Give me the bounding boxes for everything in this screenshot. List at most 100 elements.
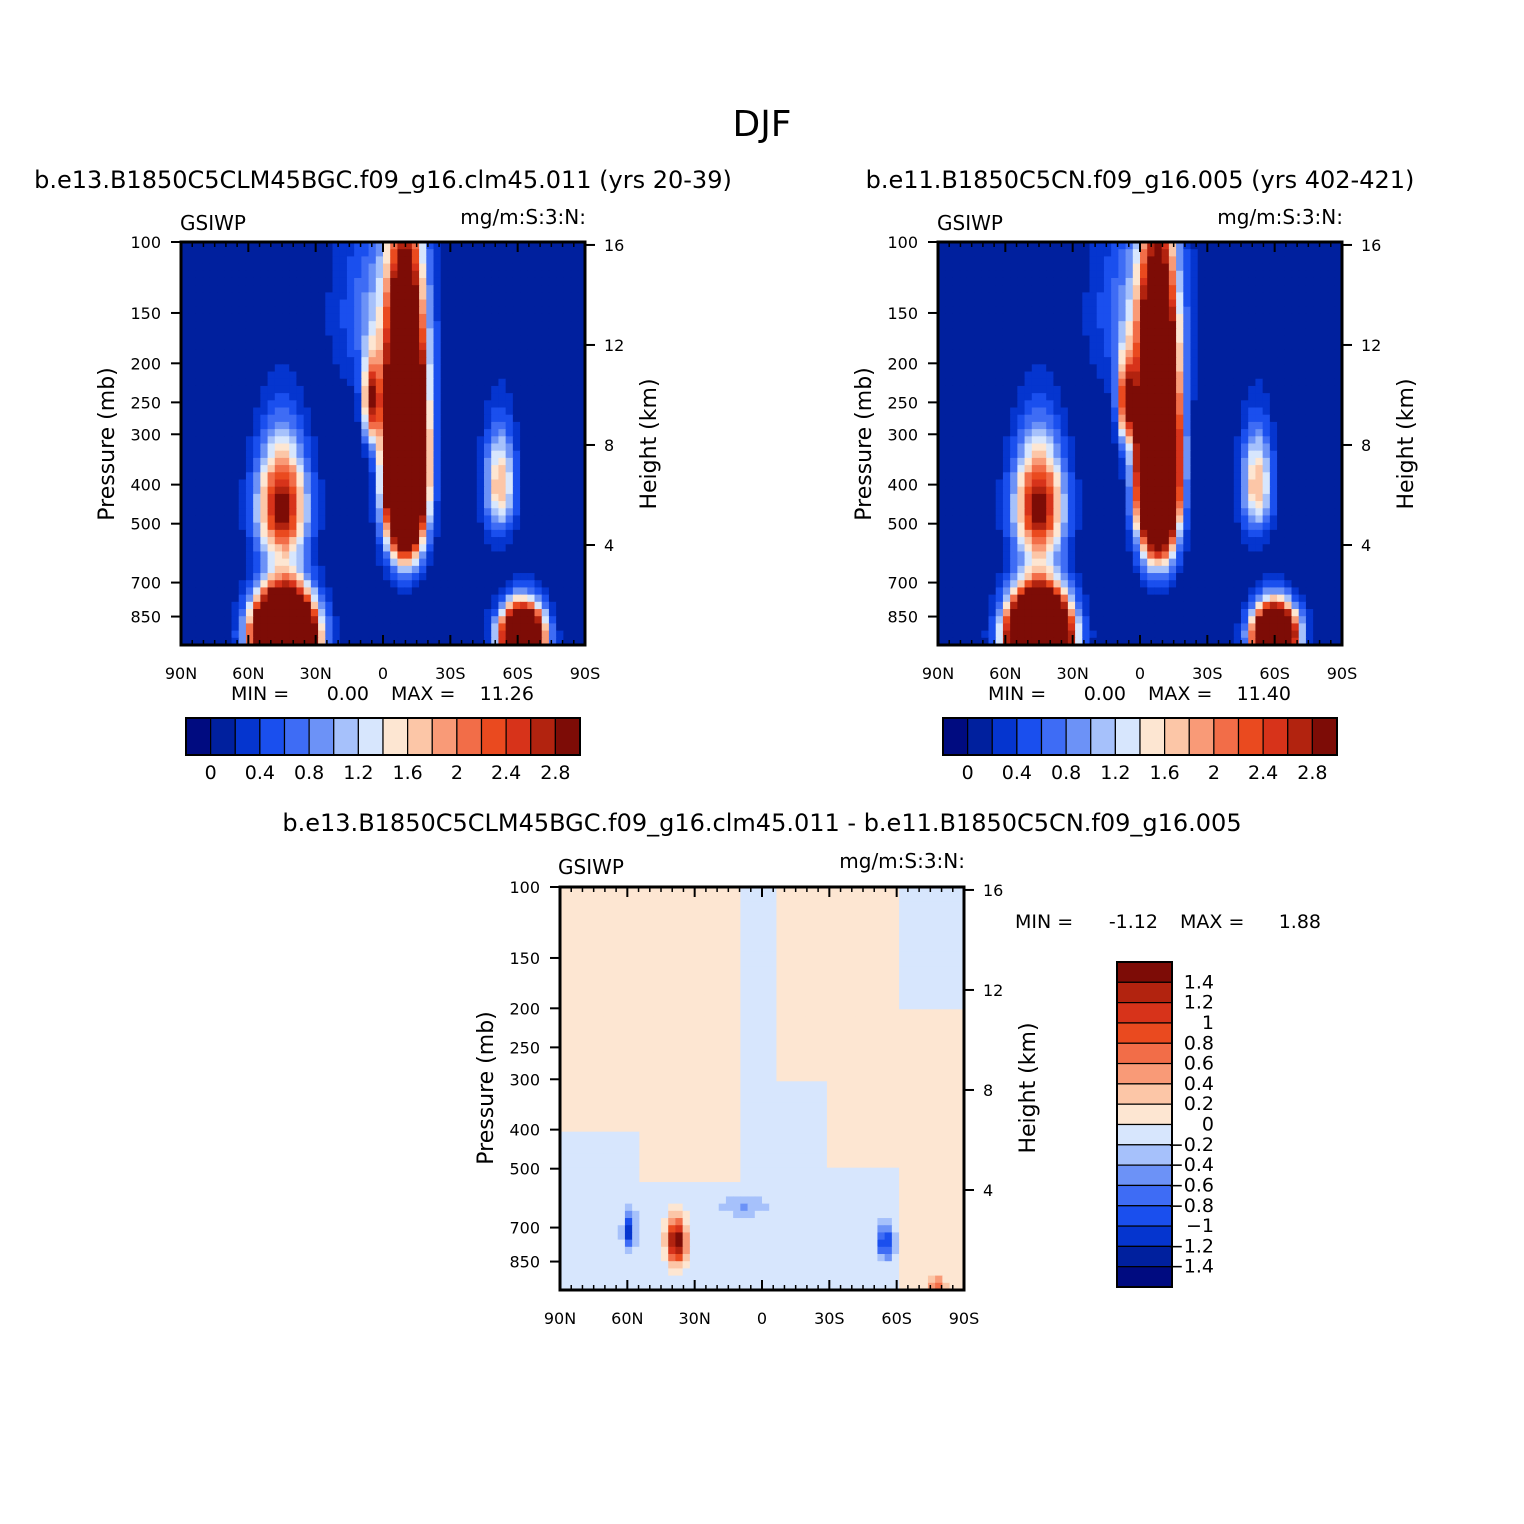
contour-cell xyxy=(1017,306,1026,315)
contour-cell xyxy=(195,429,204,437)
contour-cell xyxy=(1060,292,1069,301)
contour-cell xyxy=(469,385,478,394)
contour-cell xyxy=(195,443,204,452)
contour-cell xyxy=(577,364,586,373)
contour-cell xyxy=(253,263,261,272)
contour-cell xyxy=(1269,436,1278,445)
contour-cell xyxy=(1140,285,1148,293)
contour-cell xyxy=(1219,256,1228,265)
contour-cell xyxy=(282,292,290,301)
contour-cell xyxy=(469,558,478,567)
contour-cell xyxy=(469,357,478,365)
contour-cell xyxy=(1067,342,1076,351)
contour-cell xyxy=(1046,306,1055,315)
contour-cell xyxy=(1082,249,1091,257)
contour-cell xyxy=(419,393,427,401)
contour-cell xyxy=(361,630,370,639)
contour-cell xyxy=(974,249,982,257)
contour-cell xyxy=(455,321,463,329)
contour-cell xyxy=(455,623,463,632)
contour-cell xyxy=(303,486,312,495)
contour-cell xyxy=(556,299,564,308)
contour-cell xyxy=(966,249,975,257)
contour-cell xyxy=(476,242,485,250)
contour-cell xyxy=(346,270,355,279)
contour-cell xyxy=(556,364,564,373)
contour-cell xyxy=(534,493,543,502)
contour-cell xyxy=(296,313,305,322)
contour-cell xyxy=(570,364,579,373)
contour-cell xyxy=(476,256,485,265)
contour-cell xyxy=(383,328,391,337)
contour-cell xyxy=(325,501,334,509)
contour-cell xyxy=(188,342,197,351)
contour-cell xyxy=(476,285,485,293)
contour-cell xyxy=(209,450,218,459)
contour-cell xyxy=(570,630,579,639)
contour-cell xyxy=(310,472,319,481)
contour-cell xyxy=(1039,443,1047,452)
contour-cell xyxy=(368,306,377,315)
contour-cell xyxy=(209,594,218,603)
contour-cell xyxy=(339,537,348,545)
contour-cell xyxy=(1096,256,1105,265)
contour-cell xyxy=(332,277,341,286)
contour-cell xyxy=(520,328,528,337)
contour-cell xyxy=(289,306,298,315)
contour-cell xyxy=(527,321,536,329)
contour-cell xyxy=(181,249,189,257)
contour-cell xyxy=(1111,256,1119,265)
contour-cell xyxy=(1277,292,1285,301)
contour-cell xyxy=(1305,263,1314,272)
contour-cell xyxy=(202,407,211,416)
contour-cell xyxy=(498,313,507,322)
contour-cell xyxy=(1248,357,1257,365)
contour-cell xyxy=(303,357,312,365)
contour-cell xyxy=(231,263,240,272)
contour-cell xyxy=(238,385,247,394)
contour-cell xyxy=(411,601,420,610)
contour-cell xyxy=(419,256,427,265)
contour-cell xyxy=(570,558,579,567)
contour-cell xyxy=(1161,400,1170,409)
contour-cell xyxy=(1046,457,1055,466)
contour-cell xyxy=(383,537,391,545)
contour-cell xyxy=(1046,443,1055,452)
contour-cell xyxy=(383,551,391,560)
contour-cell xyxy=(447,285,456,293)
contour-cell xyxy=(195,328,204,337)
contour-cell xyxy=(498,515,507,524)
contour-cell xyxy=(253,623,261,632)
contour-cell xyxy=(202,436,211,445)
contour-cell xyxy=(512,493,521,502)
contour-cell xyxy=(1204,414,1213,423)
contour-cell xyxy=(202,457,211,466)
contour-cell xyxy=(224,364,233,373)
contour-cell xyxy=(310,551,319,560)
contour-cell xyxy=(318,558,326,567)
contour-cell xyxy=(491,609,500,617)
contour-cell xyxy=(1327,263,1336,272)
contour-cell xyxy=(245,565,254,574)
contour-cell xyxy=(1226,371,1235,380)
contour-cell xyxy=(238,263,247,272)
contour-cell xyxy=(404,486,413,495)
contour-cell xyxy=(310,623,319,632)
contour-cell xyxy=(245,457,254,466)
contour-cell xyxy=(346,306,355,315)
contour-cell xyxy=(238,357,247,365)
contour-cell xyxy=(966,421,975,430)
contour-cell xyxy=(411,472,420,481)
contour-cell xyxy=(426,242,435,250)
contour-cell xyxy=(534,378,543,387)
contour-cell xyxy=(563,544,572,553)
contour-cell xyxy=(296,285,305,293)
contour-cell xyxy=(426,558,435,567)
contour-cell xyxy=(325,385,334,394)
contour-cell xyxy=(1255,421,1264,430)
contour-cell xyxy=(527,292,536,301)
contour-cell xyxy=(974,242,982,250)
contour-cell xyxy=(375,515,384,524)
contour-cell xyxy=(217,443,225,452)
contour-cell xyxy=(217,349,225,358)
